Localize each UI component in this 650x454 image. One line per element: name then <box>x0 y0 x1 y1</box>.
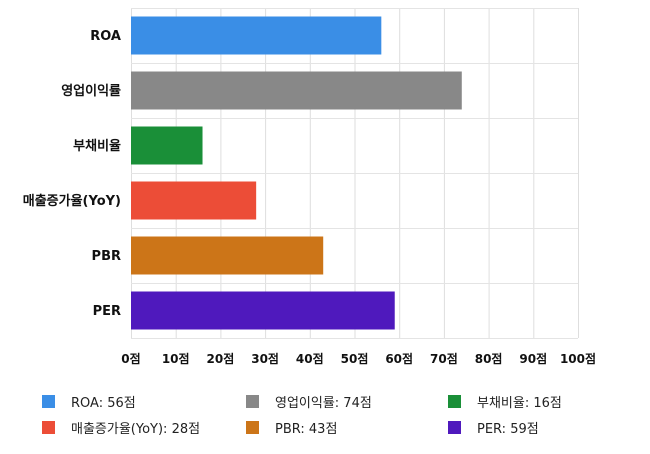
legend-swatch <box>246 421 259 434</box>
category-label: ROA <box>90 29 121 44</box>
legend-swatch <box>448 421 461 434</box>
x-tick-label: 80점 <box>475 351 503 366</box>
bar-3 <box>131 181 257 220</box>
x-tick-label: 100점 <box>560 351 596 366</box>
bar-0 <box>131 16 382 55</box>
bars <box>131 16 462 330</box>
legend-swatch <box>42 421 55 434</box>
legend-label: 영업이익률: 74점 <box>275 396 372 411</box>
x-tick-label: 50점 <box>341 351 369 366</box>
legend-label: ROA: 56점 <box>71 396 136 411</box>
legend-swatch <box>448 395 461 408</box>
category-label: PER <box>93 304 121 319</box>
x-tick-label: 30점 <box>251 351 279 366</box>
bar-4 <box>131 236 324 275</box>
category-label: 매출증가율(YoY) <box>23 193 121 209</box>
legend-label: PER: 59점 <box>477 422 539 437</box>
x-tick-label: 90점 <box>519 351 547 366</box>
grid-lines <box>131 8 579 339</box>
legend-swatch <box>246 395 259 408</box>
x-tick-label: 10점 <box>162 351 190 366</box>
category-label: PBR <box>92 249 121 264</box>
x-tick-label: 0점 <box>121 351 140 366</box>
legend-label: PBR: 43점 <box>275 422 337 437</box>
bar-5 <box>131 291 395 330</box>
x-tick-label: 60점 <box>385 351 413 366</box>
bar-1 <box>131 71 462 110</box>
x-tick-label: 40점 <box>296 351 324 366</box>
x-tick-label: 20점 <box>207 351 235 366</box>
bar-2 <box>131 126 203 165</box>
category-label: 영업이익률 <box>61 83 121 99</box>
x-tick-label: 70점 <box>430 351 458 366</box>
legend-label: 매출증가율(YoY): 28점 <box>71 422 200 437</box>
legend-label: 부채비율: 16점 <box>477 396 562 411</box>
category-label: 부채비율 <box>73 138 121 154</box>
legend-swatch <box>42 395 55 408</box>
